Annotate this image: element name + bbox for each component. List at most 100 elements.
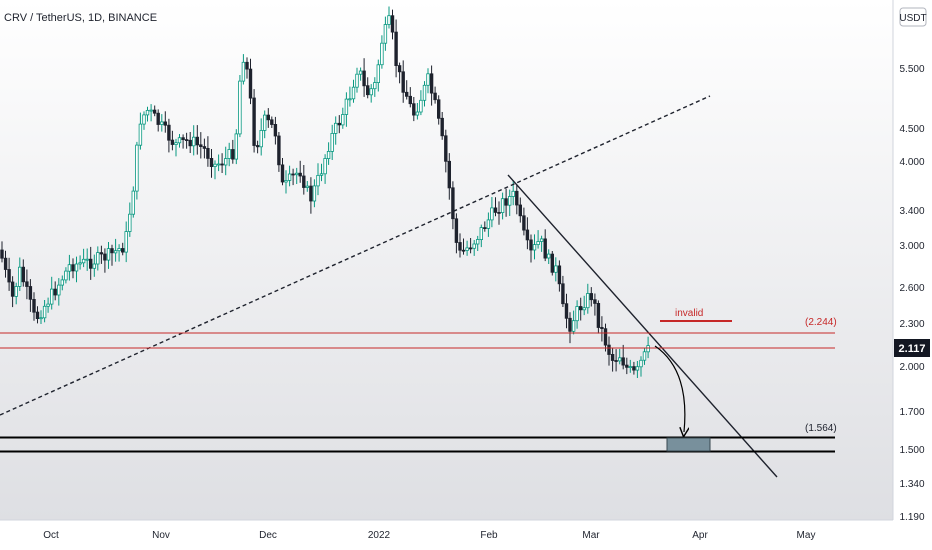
candle-body	[355, 73, 359, 88]
candle-body	[642, 351, 647, 361]
candle-body	[202, 146, 207, 149]
candle-body	[53, 288, 57, 296]
candle-body	[291, 173, 295, 176]
candle-body	[305, 185, 309, 188]
x-tick-label: Apr	[692, 530, 708, 541]
candle-body	[422, 84, 427, 101]
candle-body	[277, 135, 281, 166]
candle-body	[255, 145, 260, 148]
candle-body	[358, 70, 363, 75]
candle-body	[319, 173, 324, 176]
candle-body	[408, 95, 412, 105]
x-tick-label: May	[797, 530, 816, 541]
candle-body	[561, 283, 565, 305]
candle-body	[184, 139, 189, 142]
candle-body	[415, 111, 420, 116]
candle-body	[213, 163, 217, 167]
candle-body	[46, 303, 50, 307]
x-tick-label: Dec	[259, 530, 277, 541]
candle-body	[138, 123, 143, 146]
candle-body	[96, 252, 100, 265]
last-price-value: 2.117	[899, 343, 926, 355]
candle-body	[294, 172, 299, 176]
candle-body	[216, 163, 221, 166]
candle-body	[32, 298, 36, 313]
candles-group	[0, 6, 650, 378]
candle-body	[35, 311, 40, 320]
y-tick-label: 1.700	[899, 407, 924, 418]
candle-body	[500, 198, 505, 213]
descending-trendline	[507, 174, 778, 478]
candle-body	[490, 207, 494, 221]
candle-body	[586, 293, 590, 309]
candle-body	[536, 241, 540, 245]
candle-body	[135, 144, 139, 192]
candle-body	[270, 119, 274, 125]
candle-body	[497, 211, 501, 214]
candle-body	[25, 281, 29, 287]
candle-body	[42, 305, 47, 319]
candle-body	[589, 293, 593, 301]
candle-body	[60, 279, 64, 286]
target-zone-box	[666, 437, 711, 452]
candle-body	[259, 129, 263, 148]
last-price-badge: 2.117	[894, 339, 930, 357]
candle-body	[373, 82, 377, 90]
candle-body	[568, 317, 572, 332]
candle-body	[131, 190, 135, 215]
candle-body	[582, 307, 586, 311]
candle-body	[333, 122, 338, 134]
candle-body	[404, 91, 409, 97]
candle-body	[81, 258, 86, 264]
candle-body	[110, 248, 114, 254]
candle-body	[220, 163, 224, 166]
candle-body	[316, 174, 320, 187]
candle-body	[312, 185, 317, 202]
candle-body	[348, 98, 352, 101]
candle-body	[266, 114, 270, 121]
candle-body	[89, 258, 93, 269]
candle-body	[575, 306, 579, 322]
candle-body	[227, 149, 231, 159]
y-tick-label: 5.500	[899, 64, 924, 75]
candle-body	[447, 160, 451, 189]
candle-body	[71, 264, 75, 272]
candle-body	[223, 158, 228, 166]
candle-body	[145, 110, 150, 116]
candle-body	[99, 252, 104, 255]
candle-body	[607, 344, 611, 355]
y-tick-label: 3.400	[899, 206, 924, 217]
y-tick-label: 3.000	[899, 241, 924, 252]
candle-body	[206, 147, 210, 159]
invalid-label: invalid	[675, 308, 703, 319]
candle-body	[121, 248, 125, 253]
candle-body	[181, 137, 185, 140]
currency-badge[interactable]: USDT	[899, 7, 927, 27]
candle-body	[149, 109, 153, 112]
candle-body	[539, 238, 544, 242]
candle-body	[262, 114, 267, 131]
candle-body	[600, 326, 604, 329]
plot-background	[0, 0, 893, 520]
y-tick-label: 1.340	[899, 479, 924, 490]
candle-body	[444, 135, 448, 162]
candle-body	[124, 231, 128, 253]
candle-body	[160, 121, 164, 125]
candle-body	[504, 198, 508, 206]
candle-body	[57, 284, 61, 296]
candle-body	[635, 366, 640, 371]
candle-body	[511, 190, 515, 197]
candle-body	[298, 172, 302, 177]
candle-body	[39, 317, 43, 320]
candle-body	[525, 229, 530, 241]
y-tick-label: 4.000	[899, 157, 924, 168]
projection-arrow	[654, 345, 685, 432]
candle-body	[596, 302, 601, 328]
price-scale-background	[893, 0, 932, 550]
candle-body	[326, 150, 331, 159]
x-tick-label: Mar	[582, 530, 600, 541]
x-tick-label: Nov	[152, 530, 170, 541]
candle-body	[248, 68, 253, 99]
